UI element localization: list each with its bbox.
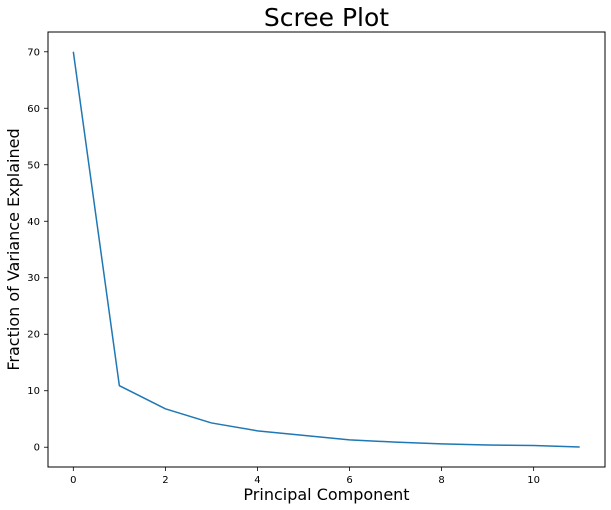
chart-title: Scree Plot: [264, 3, 389, 32]
y-axis-label: Fraction of Variance Explained: [4, 128, 23, 370]
x-tick-label: 10: [527, 475, 540, 486]
y-tick-label: 20: [27, 330, 40, 341]
x-tick-label: 4: [254, 475, 260, 486]
y-tick-label: 50: [27, 160, 40, 171]
y-tick-label: 30: [27, 273, 40, 284]
y-tick-label: 10: [27, 386, 40, 397]
y-tick-label: 0: [34, 443, 40, 454]
y-tick-label: 60: [27, 104, 40, 115]
y-tick-label: 40: [27, 217, 40, 228]
x-tick-label: 6: [346, 475, 352, 486]
plot-frame: [47, 31, 606, 468]
series-line-0: [72, 51, 580, 448]
x-tick-label: 0: [70, 475, 76, 486]
x-axis-label: Principal Component: [243, 485, 409, 504]
series-layer: [72, 51, 580, 448]
y-axis-ticks: 0 10 20 30 40 50 60 70: [27, 47, 48, 454]
x-tick-label: 2: [162, 475, 168, 486]
x-axis-ticks: 0 2 4 6 8 10: [70, 467, 540, 486]
y-tick-label: 70: [27, 47, 40, 58]
x-tick-label: 8: [438, 475, 444, 486]
plot-area: 0 2 4 6 8 10 0 10 20 30 40 50 60 70: [27, 31, 606, 486]
